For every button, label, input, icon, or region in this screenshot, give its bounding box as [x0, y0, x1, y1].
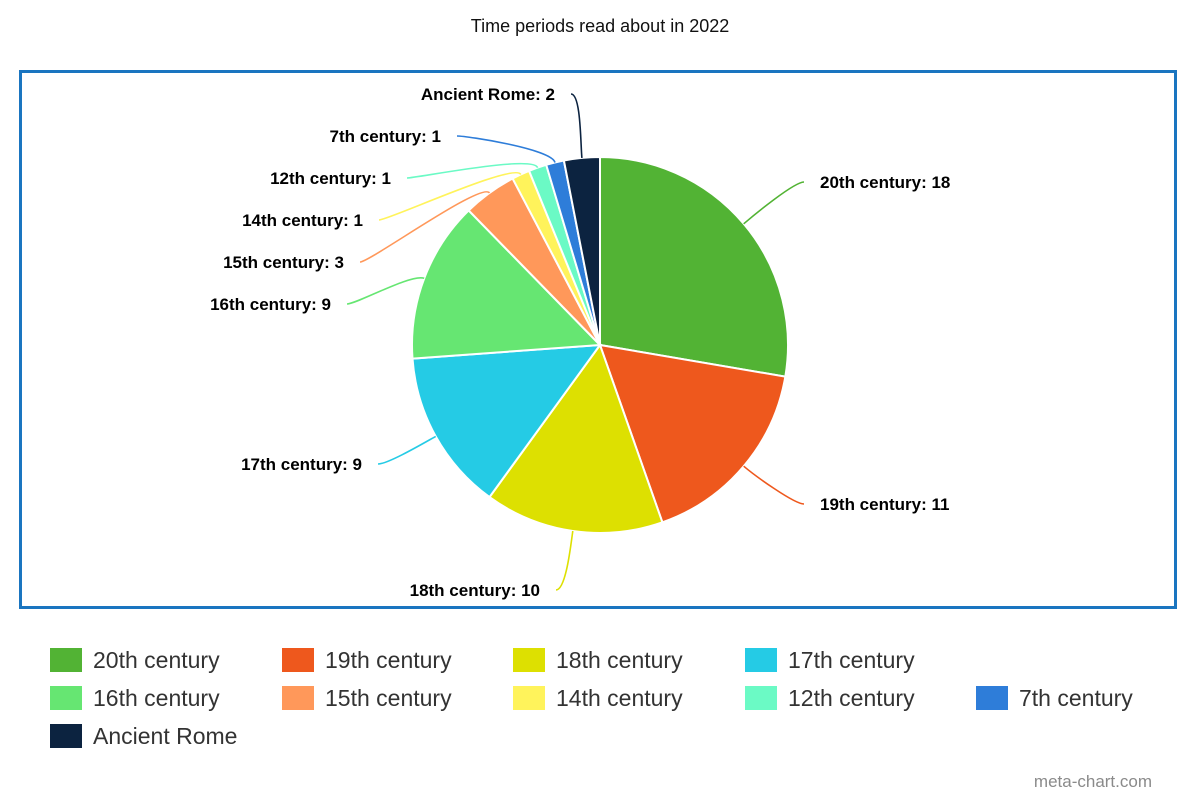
- data-label: 16th century: 9: [210, 295, 331, 314]
- data-label: 20th century: 18: [820, 173, 950, 192]
- legend-item[interactable]: 12th century: [745, 683, 915, 713]
- legend-item[interactable]: 7th century: [976, 683, 1133, 713]
- pie-slice[interactable]: [599, 155, 789, 378]
- leader-line: [377, 435, 437, 465]
- plot-frame: 20th century: 18 19th century: 11 18th cen…: [19, 70, 1177, 609]
- legend-item[interactable]: 19th century: [282, 645, 452, 675]
- data-label: 17th century: 9: [241, 455, 362, 474]
- legend-swatch: [976, 686, 1008, 710]
- legend-label: 14th century: [556, 684, 683, 711]
- legend-item[interactable]: 18th century: [513, 645, 683, 675]
- legend-item[interactable]: Ancient Rome: [50, 721, 237, 751]
- legend-label: 20th century: [93, 646, 220, 673]
- legend-item[interactable]: 16th century: [50, 683, 220, 713]
- legend-label: 15th century: [325, 684, 452, 711]
- leader-line: [743, 465, 805, 505]
- chart-title: Time periods read about in 2022: [470, 16, 730, 36]
- legend-swatch: [50, 724, 82, 748]
- leader-line: [456, 135, 556, 163]
- pie-chart: 20th century: 18 19th century: 11 18th cen…: [210, 85, 950, 600]
- legend-swatch: [282, 648, 314, 672]
- leader-line: [570, 93, 583, 158]
- leader-line: [743, 181, 805, 225]
- legend-label: 18th century: [556, 646, 683, 673]
- legend-label: 7th century: [1019, 684, 1133, 711]
- leader-line: [346, 277, 425, 305]
- legend-swatch: [745, 686, 777, 710]
- leader-line: [406, 162, 539, 179]
- data-label: 7th century: 1: [330, 127, 441, 146]
- legend-label: 17th century: [788, 646, 915, 673]
- data-label: 15th century: 3: [223, 253, 344, 272]
- legend-swatch: [745, 648, 777, 672]
- data-label: Ancient Rome: 2: [421, 85, 555, 104]
- legend-label: 19th century: [325, 646, 452, 673]
- legend-swatch: [513, 686, 545, 710]
- credit-text: meta-chart.com: [1033, 772, 1152, 791]
- legend-swatch: [513, 648, 545, 672]
- legend-swatch: [50, 686, 82, 710]
- legend-label: 16th century: [93, 684, 220, 711]
- data-label: 18th century: 10: [410, 581, 540, 600]
- pie-slice[interactable]: [411, 209, 603, 360]
- pie-slice[interactable]: [411, 343, 603, 499]
- data-label: 14th century: 1: [242, 211, 363, 230]
- legend-label: Ancient Rome: [93, 722, 238, 749]
- data-label: 19th century: 11: [820, 495, 949, 514]
- legend-swatch: [50, 648, 82, 672]
- leader-line: [378, 171, 522, 221]
- data-label: 12th century: 1: [270, 169, 391, 188]
- leader-line: [555, 530, 574, 591]
- legend-item[interactable]: 17th century: [745, 645, 915, 675]
- legend-item[interactable]: 14th century: [513, 683, 683, 713]
- legend-item[interactable]: 20th century: [50, 645, 220, 675]
- legend-swatch: [282, 686, 314, 710]
- leader-line: [359, 191, 491, 263]
- legend-item[interactable]: 15th century: [282, 683, 452, 713]
- legend-label: 12th century: [788, 684, 915, 711]
